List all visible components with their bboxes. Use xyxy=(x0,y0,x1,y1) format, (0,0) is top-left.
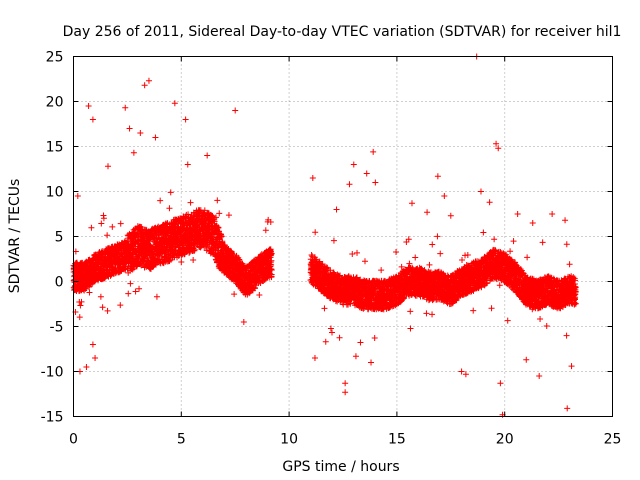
data-point xyxy=(129,266,136,273)
data-point xyxy=(312,229,319,236)
data-point xyxy=(256,292,263,299)
data-point xyxy=(167,189,174,196)
data-point xyxy=(109,223,116,230)
data-point xyxy=(117,220,124,227)
data-point xyxy=(434,233,441,240)
data-point xyxy=(262,227,269,234)
data-point xyxy=(136,285,143,292)
data-point xyxy=(187,199,194,206)
data-point xyxy=(378,267,385,274)
data-point xyxy=(357,339,364,346)
data-point xyxy=(157,197,164,204)
data-point xyxy=(193,224,200,231)
data-point xyxy=(99,304,106,311)
data-point xyxy=(349,250,356,257)
data-point xyxy=(459,257,466,264)
data-point xyxy=(104,232,111,239)
data-point xyxy=(127,280,134,287)
data-point xyxy=(201,207,208,214)
data-point xyxy=(190,257,197,264)
data-point xyxy=(361,258,368,265)
data-point xyxy=(216,210,223,217)
data-point xyxy=(191,246,198,253)
data-point xyxy=(86,289,93,296)
data-point xyxy=(203,247,210,254)
data-point xyxy=(407,308,414,315)
data-point xyxy=(429,241,436,248)
data-point xyxy=(88,224,95,231)
data-point xyxy=(152,260,159,267)
data-point xyxy=(132,288,139,295)
data-point xyxy=(329,329,336,336)
data-point xyxy=(76,314,83,321)
data-point xyxy=(77,302,84,309)
data-point xyxy=(437,250,444,257)
data-point xyxy=(125,290,132,297)
data-point xyxy=(354,249,361,256)
data-point xyxy=(371,335,378,342)
data-point xyxy=(231,291,238,298)
data-point xyxy=(406,260,413,267)
data-point xyxy=(426,261,433,268)
data-point xyxy=(104,307,111,314)
data-point xyxy=(153,293,160,300)
data-point xyxy=(100,215,107,222)
data-point xyxy=(97,293,104,300)
data-point xyxy=(412,254,419,261)
data-point xyxy=(78,298,85,305)
data-point xyxy=(321,305,328,312)
data-point xyxy=(393,248,400,255)
data-point xyxy=(205,243,212,250)
data-point xyxy=(117,302,124,309)
data-point xyxy=(178,259,185,266)
data-point xyxy=(407,325,414,332)
data-point xyxy=(327,325,334,332)
data-point xyxy=(146,238,153,245)
data-point xyxy=(330,237,337,244)
data-point xyxy=(178,252,185,259)
data-point xyxy=(166,205,173,212)
data-point xyxy=(98,220,105,227)
data-point xyxy=(429,311,436,318)
data-point xyxy=(166,258,173,265)
data-point xyxy=(225,212,232,219)
data-point xyxy=(336,334,343,341)
data-point xyxy=(214,197,221,204)
data-series-sdtvar xyxy=(70,53,579,418)
data-point xyxy=(97,258,104,265)
data-point xyxy=(423,310,430,317)
